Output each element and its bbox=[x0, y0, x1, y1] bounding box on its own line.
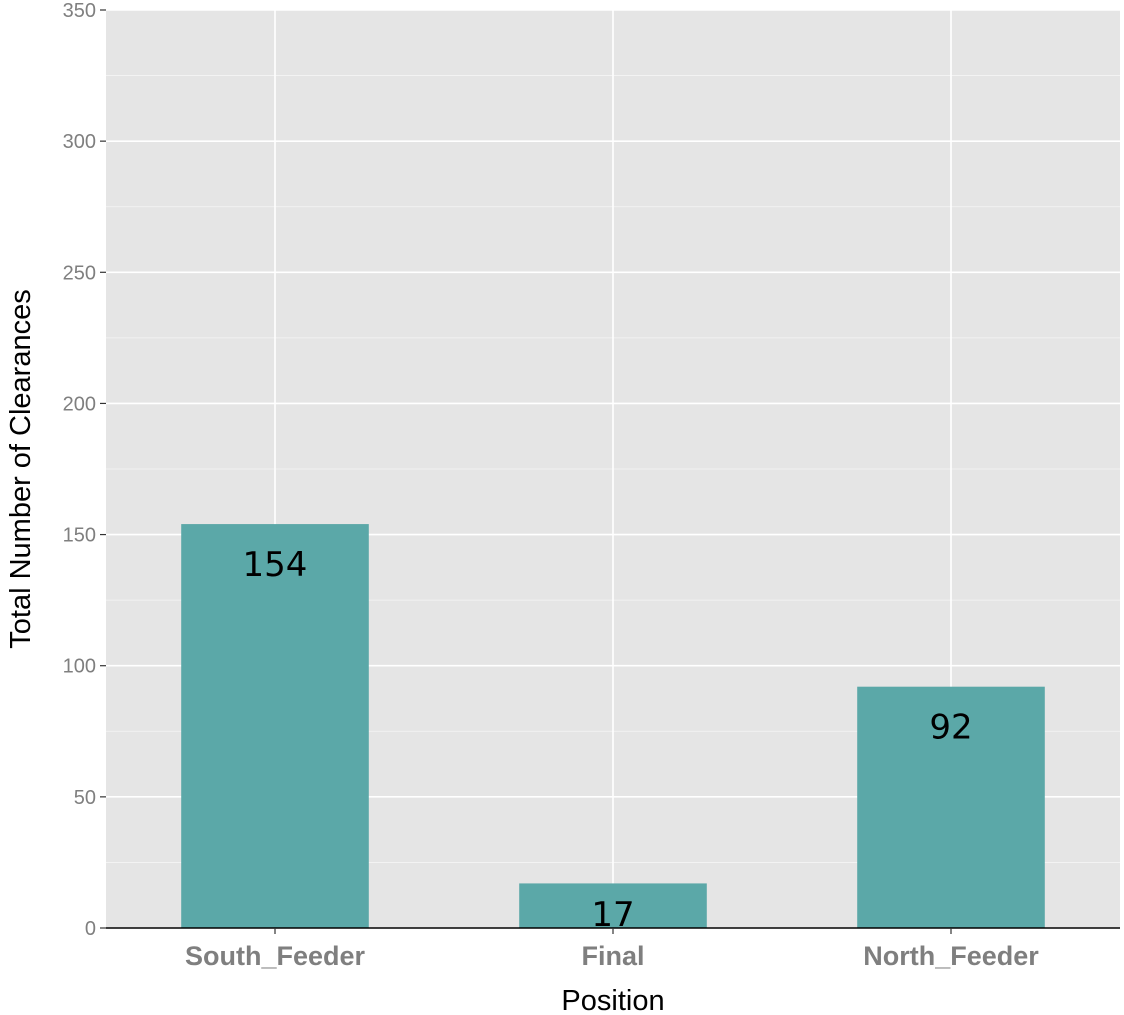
y-tick-label: 0 bbox=[85, 918, 96, 940]
data-label: 154 bbox=[243, 545, 308, 585]
y-tick-label: 200 bbox=[63, 393, 96, 415]
data-label: 17 bbox=[591, 895, 634, 935]
y-tick-label: 350 bbox=[63, 0, 96, 22]
y-tick-label: 100 bbox=[63, 656, 96, 678]
bar-south-feeder bbox=[181, 524, 369, 928]
x-axis-ticks: South_Feeder Final North_Feeder bbox=[185, 928, 1039, 971]
data-label: 92 bbox=[929, 708, 972, 748]
x-tick-label: Final bbox=[581, 941, 644, 971]
x-tick-label: North_Feeder bbox=[863, 941, 1039, 971]
bar-final bbox=[519, 883, 707, 928]
x-tick-label: South_Feeder bbox=[185, 941, 366, 971]
y-tick-label: 150 bbox=[63, 525, 96, 547]
y-tick-label: 250 bbox=[63, 262, 96, 284]
y-axis-ticks: 0 50 100 150 200 250 300 350 bbox=[63, 0, 106, 940]
data-labels: 154 17 92 bbox=[243, 545, 973, 935]
y-tick-label: 300 bbox=[63, 131, 96, 153]
x-axis-title: Position bbox=[561, 985, 664, 1015]
y-axis-title: Total Number of Clearances bbox=[5, 289, 37, 648]
bar-north-feeder bbox=[857, 686, 1045, 928]
bars bbox=[181, 524, 1045, 928]
y-tick-label: 50 bbox=[74, 787, 96, 809]
